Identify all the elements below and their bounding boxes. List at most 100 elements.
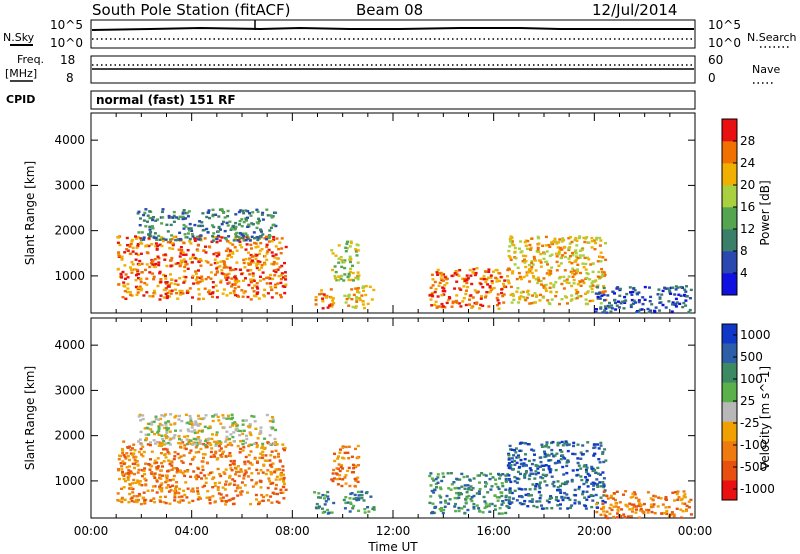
velocity-echo-cell [246, 425, 250, 428]
power-echo-cell [230, 255, 234, 259]
velocity-echo-cell [216, 415, 220, 419]
velocity-echo-cell [321, 511, 325, 514]
power-echo-cell [557, 277, 561, 280]
velocity-echo-cell [205, 461, 209, 464]
velocity-echo-cell [533, 487, 537, 491]
power-echo-cell [238, 219, 242, 223]
velocity-echo-cell [201, 465, 205, 468]
velocity-echo-cell [498, 477, 502, 480]
velocity-echo-cell [588, 474, 592, 477]
velocity-echo-cell [256, 437, 260, 440]
power-echo-cell [275, 257, 279, 260]
power-echo-cell [271, 254, 275, 258]
power-echo-cell [617, 300, 620, 303]
velocity-echo-cell [260, 456, 264, 460]
velocity-echo-cell [538, 486, 542, 490]
velocity-echo-cell [209, 443, 213, 447]
velocity-echo-cell [149, 499, 153, 502]
velocity-echo-cell [586, 472, 590, 476]
power-echo-cell [240, 225, 244, 228]
velocity-echo-cell [510, 491, 514, 495]
velocity-echo-cell [554, 498, 558, 501]
velocity-echo-cell [628, 508, 632, 511]
velocity-echo-cell [157, 433, 161, 436]
velocity-echo-cell [565, 461, 569, 464]
velocity-echo-cell [138, 480, 142, 483]
power-echo-cell [337, 257, 341, 260]
velocity-echo-cell [194, 475, 197, 479]
velocity-echo-cell [275, 475, 279, 478]
velocity-echo-cell [235, 487, 239, 490]
power-echo-cell [196, 244, 200, 247]
power-echo-cell [128, 252, 132, 255]
power-echo-cell [158, 272, 162, 275]
velocity-echo-cell [212, 476, 216, 479]
power-colorbar-segment [722, 273, 737, 296]
velocity-echo-cell [629, 496, 633, 499]
power-echo-cell [258, 252, 261, 255]
power-echo-cell [245, 236, 249, 239]
velocity-echo-cell [527, 477, 531, 481]
power-echo-cell [533, 257, 536, 261]
velocity-echo-cell [187, 501, 191, 504]
power-echo-cell [488, 286, 492, 289]
power-echo-cell [579, 284, 583, 287]
velocity-echo-cell [224, 480, 228, 483]
velocity-echo-cell [591, 469, 595, 473]
velocity-echo-cell [254, 441, 258, 445]
power-echo-cell [161, 208, 165, 211]
power-echo-cell [465, 278, 469, 281]
power-echo-cell [671, 303, 674, 306]
velocity-echo-cell [274, 449, 278, 452]
power-echo-cell [246, 225, 250, 228]
power-echo-cell [682, 301, 686, 305]
power-echo-cell [164, 238, 168, 241]
power-echo-cell [274, 284, 277, 287]
velocity-echo-cell [137, 450, 141, 454]
velocity-echo-cell [144, 479, 148, 482]
power-echo-cell [620, 300, 624, 303]
power-echo-cell [600, 267, 604, 271]
power-echo-cell [156, 255, 160, 258]
velocity-echo-cell [320, 507, 324, 510]
velocity-echo-cell [261, 445, 265, 448]
velocity-echo-cell [670, 511, 674, 514]
velocity-echo-cell [431, 502, 435, 505]
velocity-echo-cell [632, 503, 636, 506]
power-echo-cell [143, 281, 147, 285]
velocity-echo-cell [331, 472, 335, 475]
power-echo-cell [428, 294, 432, 297]
velocity-echo-cell [137, 498, 140, 502]
velocity-echo-cell [599, 513, 603, 516]
power-echo-cell [573, 250, 577, 254]
power-echo-cell [591, 270, 595, 273]
velocity-echo-cell [197, 450, 201, 454]
velocity-echo-cell [538, 497, 542, 500]
velocity-echo-cell [563, 496, 567, 499]
power-echo-cell [455, 273, 459, 276]
velocity-echo-cell [280, 477, 284, 480]
velocity-echo-cell [160, 441, 164, 445]
velocity-echo-cell [257, 472, 260, 475]
power-echo-cell [479, 277, 483, 280]
power-echo-cell [278, 266, 282, 269]
power-echo-cell [234, 225, 238, 229]
power-echo-cell [134, 285, 138, 289]
power-echo-cell [280, 274, 283, 277]
power-echo-cell [145, 291, 149, 294]
power-echo-cell [162, 296, 166, 299]
velocity-echo-cell [262, 495, 265, 499]
velocity-echo-cell [537, 485, 541, 488]
velocity-echo-cell [552, 485, 556, 488]
power-echo-cell [175, 216, 179, 219]
power-echo-cell [228, 220, 232, 223]
velocity-echo-cell [208, 442, 212, 445]
velocity-echo-cell [159, 500, 163, 503]
velocity-echo-cell [241, 449, 245, 452]
velocity-echo-cell [170, 461, 174, 464]
power-echo-cell [511, 272, 514, 275]
power-echoes [116, 208, 693, 314]
velocity-echo-cell [244, 441, 248, 444]
power-echo-cell [667, 300, 671, 303]
velocity-echo-cell [208, 502, 212, 505]
